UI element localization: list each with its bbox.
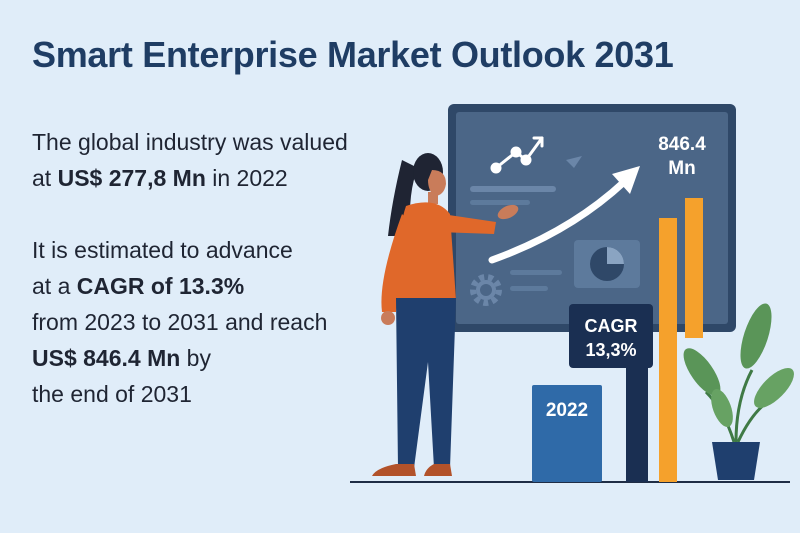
screen-text-lines	[470, 186, 556, 205]
valuation-amount: US$ 277,8 Mn	[57, 165, 206, 191]
forecast-line-2: at a CAGR of 13.3%	[32, 268, 327, 304]
cagr-badge-label: CAGR	[585, 316, 638, 336]
pie-chart-icon	[574, 240, 640, 288]
valuation-year: in 2022	[205, 165, 288, 191]
screen-detail-lines	[510, 270, 562, 291]
valuation-prefix: at	[32, 165, 58, 191]
forecast-by: by	[180, 345, 211, 371]
valuation-paragraph: The global industry was valued at US$ 27…	[32, 124, 348, 196]
forecast-line-5: the end of 2031	[32, 381, 192, 407]
cagr-text: CAGR of 13.3%	[76, 273, 245, 299]
presenter-woman	[372, 153, 519, 476]
valuation-line-2: at US$ 277,8 Mn in 2022	[32, 160, 348, 196]
screen-unit: Mn	[668, 158, 695, 179]
forecast-line-3: from 2023 to 2031 and reach	[32, 309, 328, 335]
forecast-line-1: It is estimated to advance	[32, 237, 293, 263]
cagr-badge	[569, 304, 653, 368]
line-chart-icon	[490, 136, 544, 174]
gear-icon	[470, 274, 502, 306]
valuation-line-1: The global industry was valued	[32, 129, 348, 155]
bar-2022-label: 2022	[546, 400, 588, 421]
plant	[683, 303, 794, 480]
forecast-line-4: US$ 846.4 Mn by	[32, 340, 327, 376]
cagr-badge-value: 13,3%	[585, 340, 636, 360]
pointer-icon	[566, 156, 582, 168]
bar-orange-top	[685, 198, 703, 338]
growth-arrow-icon	[488, 166, 640, 264]
screen-value: 846.4	[658, 134, 706, 155]
plant-pot	[712, 442, 760, 480]
forecast-amount: US$ 846.4 Mn	[32, 345, 181, 371]
bar-orange-tall	[659, 218, 677, 482]
forecast-paragraph: It is estimated to advance at a CAGR of …	[32, 232, 327, 412]
dark-pole	[626, 360, 648, 482]
bar-2022	[532, 385, 602, 482]
forecast-prefix: at a	[32, 273, 77, 299]
page-title: Smart Enterprise Market Outlook 2031	[32, 34, 674, 75]
